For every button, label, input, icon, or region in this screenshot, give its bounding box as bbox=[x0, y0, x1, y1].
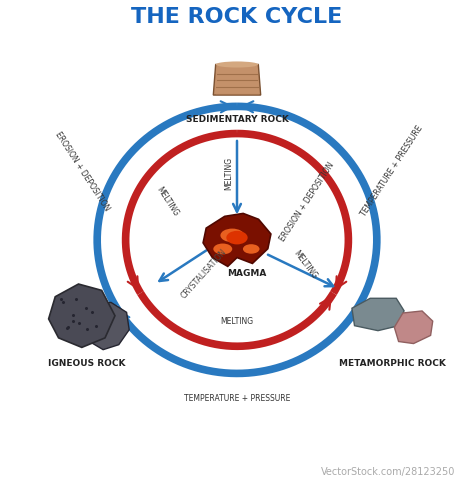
Text: TEMPERATURE + PRESSURE: TEMPERATURE + PRESSURE bbox=[184, 394, 290, 403]
Text: EROSION + DEPOSITION: EROSION + DEPOSITION bbox=[278, 160, 336, 243]
Text: MELTING: MELTING bbox=[292, 249, 319, 281]
Ellipse shape bbox=[216, 62, 258, 67]
Text: EROSION + DEPOSITION: EROSION + DEPOSITION bbox=[54, 130, 111, 212]
Text: CRYSTALISATION: CRYSTALISATION bbox=[179, 247, 228, 300]
Text: THE ROCK CYCLE: THE ROCK CYCLE bbox=[131, 7, 343, 27]
Polygon shape bbox=[203, 214, 271, 266]
Text: VectorStock®: VectorStock® bbox=[19, 466, 123, 479]
Text: MELTING: MELTING bbox=[220, 317, 254, 326]
Text: METAMORPHIC ROCK: METAMORPHIC ROCK bbox=[339, 359, 446, 368]
Text: TEMPERATURE + PRESSURE: TEMPERATURE + PRESSURE bbox=[359, 124, 424, 218]
Text: MELTING: MELTING bbox=[224, 157, 233, 190]
Text: SEDIMENTARY ROCK: SEDIMENTARY ROCK bbox=[185, 116, 289, 124]
Polygon shape bbox=[394, 311, 433, 343]
Polygon shape bbox=[80, 303, 129, 350]
Text: MELTING: MELTING bbox=[155, 185, 180, 218]
Text: IGNEOUS ROCK: IGNEOUS ROCK bbox=[48, 359, 125, 368]
Ellipse shape bbox=[213, 244, 232, 254]
Text: MAGMA: MAGMA bbox=[227, 269, 266, 278]
Ellipse shape bbox=[243, 244, 259, 254]
Polygon shape bbox=[213, 64, 261, 95]
Ellipse shape bbox=[227, 231, 247, 245]
Polygon shape bbox=[352, 298, 404, 331]
Ellipse shape bbox=[220, 229, 244, 242]
Polygon shape bbox=[49, 284, 115, 347]
Text: VectorStock.com/28123250: VectorStock.com/28123250 bbox=[321, 467, 455, 477]
